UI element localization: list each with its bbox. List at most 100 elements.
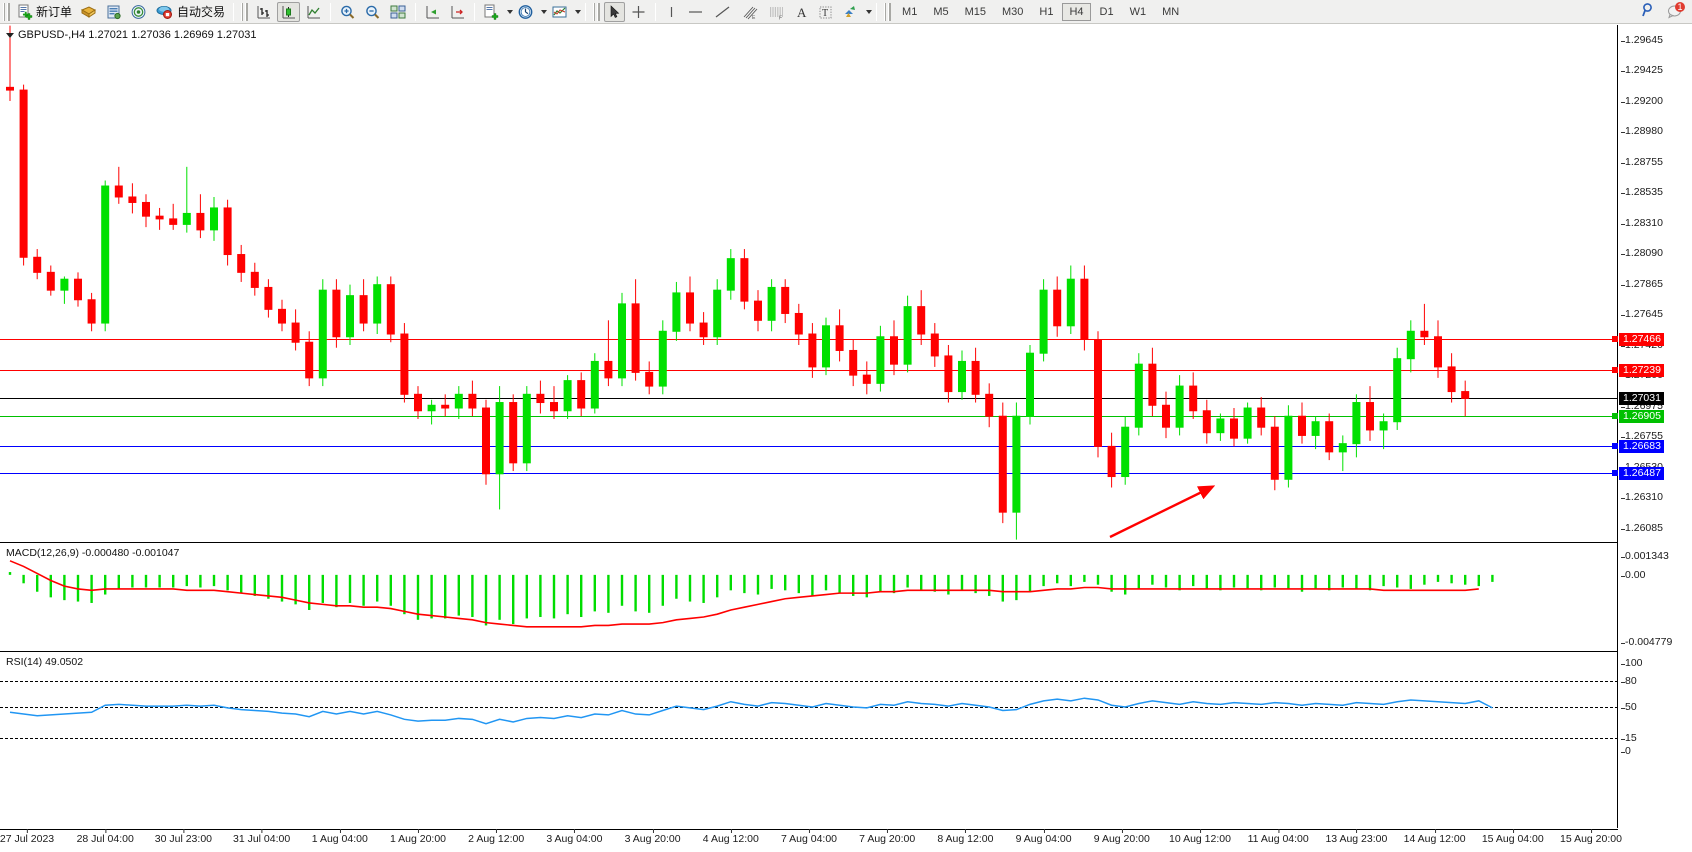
price-level-handle[interactable] <box>1612 335 1618 342</box>
candle-body <box>182 212 191 225</box>
candle-body <box>781 286 790 314</box>
period-button[interactable] <box>514 2 537 22</box>
toolbar-separator-3 <box>415 2 417 21</box>
macd-pane[interactable]: MACD(12,26,9) -0.000480 -0.001047 <box>0 544 1618 652</box>
macd-histogram-bar <box>321 574 324 603</box>
navigator-button[interactable] <box>127 2 150 22</box>
new-order-icon <box>18 4 33 20</box>
timeframe-m1[interactable]: M1 <box>902 5 918 18</box>
chart-menu-caret-icon[interactable] <box>6 32 14 38</box>
toolbar-grip-3[interactable] <box>593 2 601 21</box>
timeframe-h1[interactable]: H1 <box>1039 5 1054 18</box>
candle-body <box>822 325 830 368</box>
objects-dropdown-arrow[interactable] <box>866 9 873 14</box>
objects-button[interactable] <box>839 2 862 22</box>
macd-histogram-bar <box>280 574 284 602</box>
price-axis[interactable]: 1.29645 1.29425 1.29200 1.28980 1.28755 1.285… <box>1619 25 1692 828</box>
timeframe-d1[interactable]: D1 <box>1099 5 1114 18</box>
indicators-button[interactable] <box>480 2 503 22</box>
chart-shift-button[interactable] <box>421 2 444 22</box>
candle-body <box>1270 426 1279 480</box>
time-axis-label: 13 Aug 23:00 <box>1325 829 1388 845</box>
equidistant-channel-button[interactable]: E <box>737 2 762 22</box>
macd-histogram-bar <box>1328 574 1331 591</box>
macd-histogram-bar <box>1192 574 1195 587</box>
arrow-annotation[interactable] <box>0 25 1618 543</box>
price-level-handle[interactable] <box>1612 412 1618 419</box>
macd-histogram-bar <box>1124 574 1127 595</box>
toolbar-grip-4[interactable] <box>884 2 892 21</box>
period-dropdown-arrow[interactable] <box>541 9 548 14</box>
price-level-line[interactable] <box>0 338 1618 340</box>
timeframe-m5[interactable]: M5 <box>933 5 949 18</box>
chart-columns-button[interactable] <box>386 2 410 22</box>
toolbar-grip[interactable] <box>3 2 10 21</box>
templates-button[interactable] <box>548 2 571 22</box>
rsi-axis-tick: 100 <box>1621 657 1643 669</box>
price-level-handle[interactable] <box>1612 469 1618 476</box>
terminal-button[interactable] <box>77 2 100 22</box>
zoom-in-button[interactable] <box>336 2 359 22</box>
macd-histogram-bar <box>294 574 297 605</box>
time-axis[interactable]: 27 Jul 2023 28 Jul 04:00 30 Jul 23:00 31 Ju… <box>0 829 1622 852</box>
auto-scroll-button[interactable] <box>446 2 469 22</box>
terminal-icon <box>80 5 97 18</box>
cursor-button[interactable] <box>604 1 626 22</box>
rsi-axis-tick: 15 <box>1621 731 1637 744</box>
timeframe-mn[interactable]: MN <box>1162 5 1180 18</box>
time-axis-label: 3 Aug 04:00 <box>546 829 603 845</box>
candle-body <box>971 360 980 395</box>
price-level-line[interactable] <box>0 445 1618 447</box>
horizontal-line-icon <box>689 10 703 13</box>
price-level-line[interactable] <box>0 415 1618 417</box>
trendline-icon <box>715 6 730 17</box>
price-level-badge: 1.26487 <box>1619 466 1664 480</box>
fibonacci-button[interactable]: F <box>764 2 789 22</box>
text-button[interactable]: T <box>814 2 837 22</box>
macd-histogram-bar <box>756 574 760 595</box>
data-window-button[interactable] <box>102 2 125 22</box>
bar-chart-button[interactable] <box>252 2 275 22</box>
toolbar-grip-2[interactable] <box>241 2 249 21</box>
macd-histogram-bar <box>1341 574 1344 588</box>
rsi-pane[interactable]: RSI(14) 49.0502 <box>0 653 1618 763</box>
candle-body <box>876 336 885 384</box>
price-pane[interactable]: GBPUSD-,H4 1.27021 1.27036 1.26969 1.270… <box>0 25 1618 543</box>
notification-button[interactable]: 1 <box>1666 1 1686 24</box>
price-level-line[interactable] <box>0 472 1618 474</box>
expert-advisor-button[interactable]: 自动交易 <box>152 2 228 22</box>
price-level-handle[interactable] <box>1612 366 1618 373</box>
search-button[interactable] <box>1640 1 1658 24</box>
timeframe-h4[interactable]: H4 <box>1062 2 1091 21</box>
crosshair-button[interactable] <box>627 2 650 22</box>
macd-histogram-bar <box>1450 574 1453 584</box>
price-level-line[interactable] <box>0 369 1618 371</box>
candlestick-chart-button[interactable] <box>277 1 301 22</box>
vertical-line-button[interactable] <box>661 2 681 22</box>
line-chart-button[interactable] <box>302 2 325 22</box>
horizontal-line-button[interactable] <box>683 2 708 22</box>
symbol-info-label[interactable]: GBPUSD-,H4 1.27021 1.27036 1.26969 1.270… <box>6 29 257 41</box>
macd-histogram-bar <box>158 574 161 588</box>
candle-body <box>1257 407 1266 428</box>
timeframe-m15[interactable]: M15 <box>964 5 986 18</box>
text-label-button[interactable]: A <box>791 2 812 22</box>
auto-trading-label: 自动交易 <box>177 5 226 19</box>
chart-plot-area[interactable]: GBPUSD-,H4 1.27021 1.27036 1.26969 1.270… <box>0 25 1622 845</box>
templates-dropdown-arrow[interactable] <box>575 9 582 14</box>
timeframe-w1[interactable]: W1 <box>1129 5 1147 18</box>
candle-body <box>1284 415 1293 480</box>
timeframe-m30[interactable]: M30 <box>1002 5 1024 18</box>
new-order-button[interactable]: 新订单 <box>14 2 75 22</box>
macd-histogram-bar <box>90 574 93 603</box>
price-level-handle[interactable] <box>1612 442 1618 449</box>
time-axis-label: 31 Jul 04:00 <box>232 829 291 845</box>
chart-container[interactable]: GBPUSD-,H4 1.27021 1.27036 1.26969 1.270… <box>0 25 1692 852</box>
indicators-dropdown-arrow[interactable] <box>507 9 514 14</box>
price-level-line[interactable] <box>0 398 1618 400</box>
trendline-button[interactable] <box>710 2 735 22</box>
macd-series <box>8 560 1494 628</box>
zoom-out-button[interactable] <box>361 2 384 22</box>
zoom-out-icon <box>366 5 380 19</box>
rsi-axis-tick: 0 <box>1621 745 1631 757</box>
